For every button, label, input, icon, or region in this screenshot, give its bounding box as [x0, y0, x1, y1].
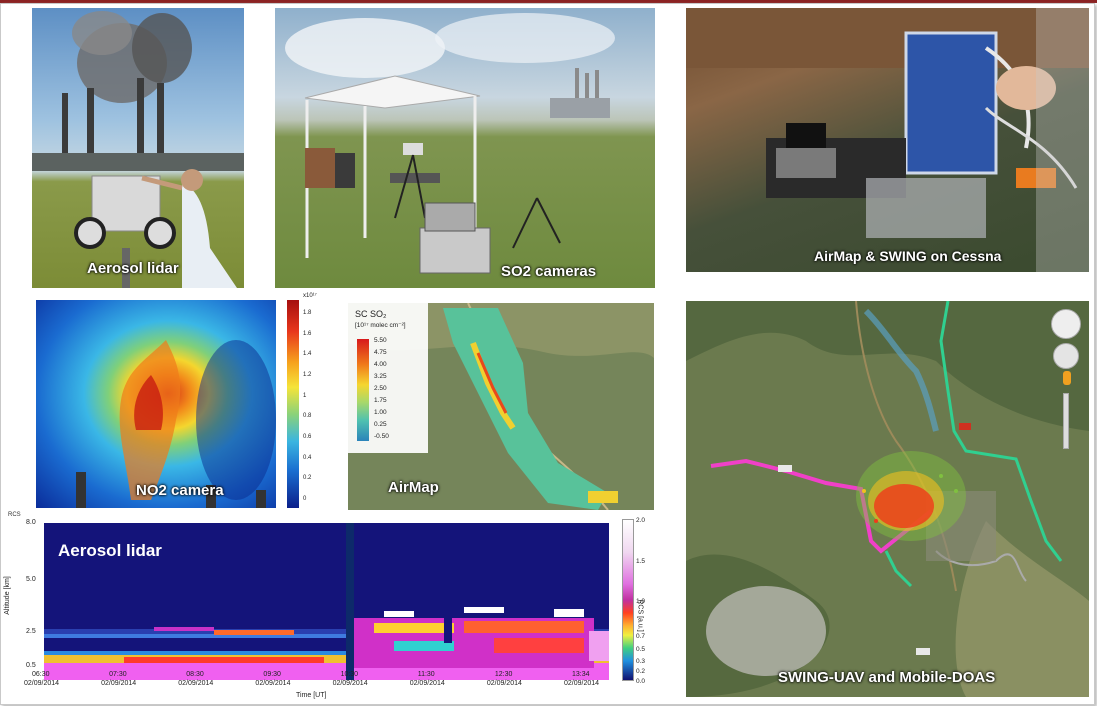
uav-measurement-cloud: [856, 451, 966, 541]
lidar-x-tick-date: 02/09/2014: [101, 680, 137, 687]
airmap-caption: AirMap: [388, 479, 439, 496]
lidar-colorbar-tick: 1.5: [636, 558, 646, 565]
lidar-y-label: Altitude [km]: [3, 576, 11, 615]
lidar-x-label: Time [UT]: [296, 692, 327, 699]
lidar-x-tick-time: 08:30: [186, 671, 204, 678]
no2-camera-image: NO2 camera: [36, 300, 276, 508]
lidar-colorbar-tick: 1.0: [636, 598, 646, 605]
lidar-x-tick-date: 02/09/2014: [255, 680, 291, 687]
no2-colorbar-tick: 0.2: [303, 475, 312, 482]
so2-legend-title: SC SO₂: [355, 309, 387, 319]
no2-colorbar-tick: 0: [303, 496, 307, 502]
so2-legend-tick: 3.25: [374, 373, 387, 380]
no2-colorbar: [287, 300, 299, 508]
map-navigation-control[interactable]: [1051, 309, 1081, 339]
airmap-swing-caption: AirMap & SWING on Cessna: [814, 248, 1002, 264]
lidar-x-tick-time: 13:34: [572, 671, 590, 678]
so2-legend-tick: 5.50: [374, 337, 387, 344]
no2-colorbar-tick: 1.6: [303, 330, 312, 337]
so2-legend-tick: 0.25: [374, 421, 387, 428]
no2-colorbar-exponent: x10¹⁷: [303, 293, 317, 299]
lidar-colorbar-tick: 0.2: [636, 668, 646, 675]
lidar-plot-area: Aerosol lidar: [44, 523, 609, 680]
lidar-x-tick-time: 10:30: [340, 671, 359, 678]
airmap-panel: SC SO₂ [10¹⁷ molec cm⁻²] 5.50 4.75 4.00 3.2…: [348, 303, 654, 510]
no2-colorbar-tick: 1.2: [303, 372, 312, 378]
lidar-colorbar-tick: 0.5: [636, 646, 646, 653]
no2-colorbar-tick: 0.6: [303, 434, 312, 440]
lidar-x-tick-date: 02/09/2014: [486, 680, 522, 687]
so2-legend-tick: 4.00: [374, 361, 387, 368]
so2-cameras-caption: SO2 cameras: [501, 263, 597, 280]
power-plant-illustration: [32, 11, 244, 288]
lidar-x-tick-date: 02/09/2014: [332, 680, 368, 687]
so2-legend-unit: [10¹⁷ molec cm⁻²]: [355, 322, 406, 329]
zoom-slider[interactable]: [1063, 393, 1069, 449]
lidar-x-tick-time: 12:30: [494, 671, 513, 678]
cessna-interior-illustration: [686, 8, 1089, 272]
no2-colorbar-tick: 1.4: [303, 351, 312, 358]
lidar-y-tick: 8.0: [26, 519, 36, 526]
top-accent-bar: [0, 0, 1097, 3]
no2-colorbar-tick: 1: [303, 392, 307, 399]
so2-legend-tick: 2.50: [374, 385, 387, 392]
so2-legend-colorbar: [357, 339, 369, 441]
so2-legend: SC SO₂ [10¹⁷ molec cm⁻²] 5.50 4.75 4.00 3.2…: [348, 303, 428, 453]
map-look-control[interactable]: [1053, 343, 1079, 369]
so2-legend-tick: 1.00: [374, 409, 387, 416]
lidar-plot-caption: Aerosol lidar: [58, 541, 162, 560]
aerosol-lidar-photo: Aerosol lidar: [32, 8, 244, 288]
collage-frame: [0, 3, 1095, 705]
cessna-instruments-photo: AirMap & SWING on Cessna: [686, 8, 1089, 272]
lidar-x-tick-time: 07:30: [109, 671, 127, 678]
lidar-colorbar-tick: 0.7: [636, 633, 646, 640]
pegman-icon[interactable]: [1063, 371, 1071, 385]
lidar-x-tick-date: 02/09/2014: [564, 680, 600, 687]
field-campaign-illustration: [285, 13, 615, 274]
lidar-x-tick-time: 06:30: [32, 671, 50, 678]
satellite-map-illustration: [686, 301, 1089, 697]
lidar-colorbar-tick: 0.3: [636, 658, 646, 665]
lidar-x-tick-time: 11:30: [417, 671, 435, 678]
lidar-x-tick-date: 02/09/2014: [178, 680, 214, 687]
lidar-plot: RCS Aerosol lidar Altitude [km] 8.0 5.0 2.…: [3, 512, 661, 700]
lidar-y-tick: 2.5: [26, 628, 36, 635]
so2-legend-tick: -0.50: [374, 433, 389, 440]
lidar-corner-label: RCS: [8, 512, 21, 518]
so2-cameras-photo: SO2 cameras: [275, 8, 655, 288]
lidar-x-tick-date: 02/09/2014: [409, 680, 445, 687]
lidar-backscatter-illustration: [44, 523, 609, 680]
lidar-x-tick-date: 02/09/2014: [24, 680, 60, 687]
lidar-colorbar: [622, 519, 634, 681]
swing-uav-map: SWING-UAV and Mobile-DOAS: [686, 301, 1089, 697]
no2-camera-caption: NO2 camera: [136, 482, 224, 499]
lidar-y-tick: 0.5: [26, 662, 36, 669]
swing-uav-caption: SWING-UAV and Mobile-DOAS: [778, 669, 996, 686]
so2-legend-tick: 4.75: [374, 349, 387, 356]
so2-legend-tick: 1.75: [374, 397, 387, 404]
lidar-y-tick: 5.0: [26, 576, 36, 583]
no2-plume-illustration: [76, 340, 276, 508]
no2-colorbar-tick: 0.8: [303, 413, 312, 420]
no2-colorbar-tick: 0.4: [303, 454, 312, 461]
lidar-x-tick-time: 09:30: [263, 671, 281, 678]
no2-colorbar-tick: 1.8: [303, 310, 312, 316]
aerosol-lidar-photo-caption: Aerosol lidar: [87, 260, 179, 277]
lidar-colorbar-tick: 2.0: [636, 517, 646, 524]
lidar-colorbar-tick: 0.0: [636, 678, 646, 685]
